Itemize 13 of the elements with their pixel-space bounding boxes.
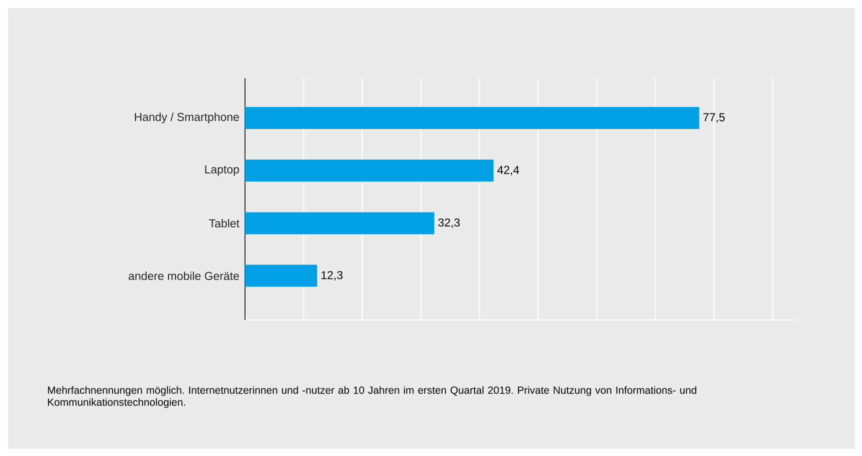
bar	[245, 160, 494, 182]
y-tick-label: Tablet	[209, 218, 240, 228]
y-tick-label: Handy / Smartphone	[134, 112, 239, 124]
y-tick-label: andere mobile Geräte	[128, 272, 239, 280]
bar	[245, 264, 318, 287]
text: Mehrfachnennungen möglich. Internetnutzerinnen und -nutzer ab 10 Jahren im ersten Quartal 2019. Private Nutzung von Informations- und Kommunikationstechnologien.	[48, 386, 696, 408]
bar	[245, 212, 434, 234]
y-tick-label: Laptop	[205, 165, 239, 176]
data-label: 12,3	[322, 271, 342, 281]
bar	[245, 106, 700, 129]
data-label: 42,4	[497, 166, 520, 176]
data-label: 32,3	[438, 218, 460, 228]
data-label: 77,5	[703, 113, 725, 123]
